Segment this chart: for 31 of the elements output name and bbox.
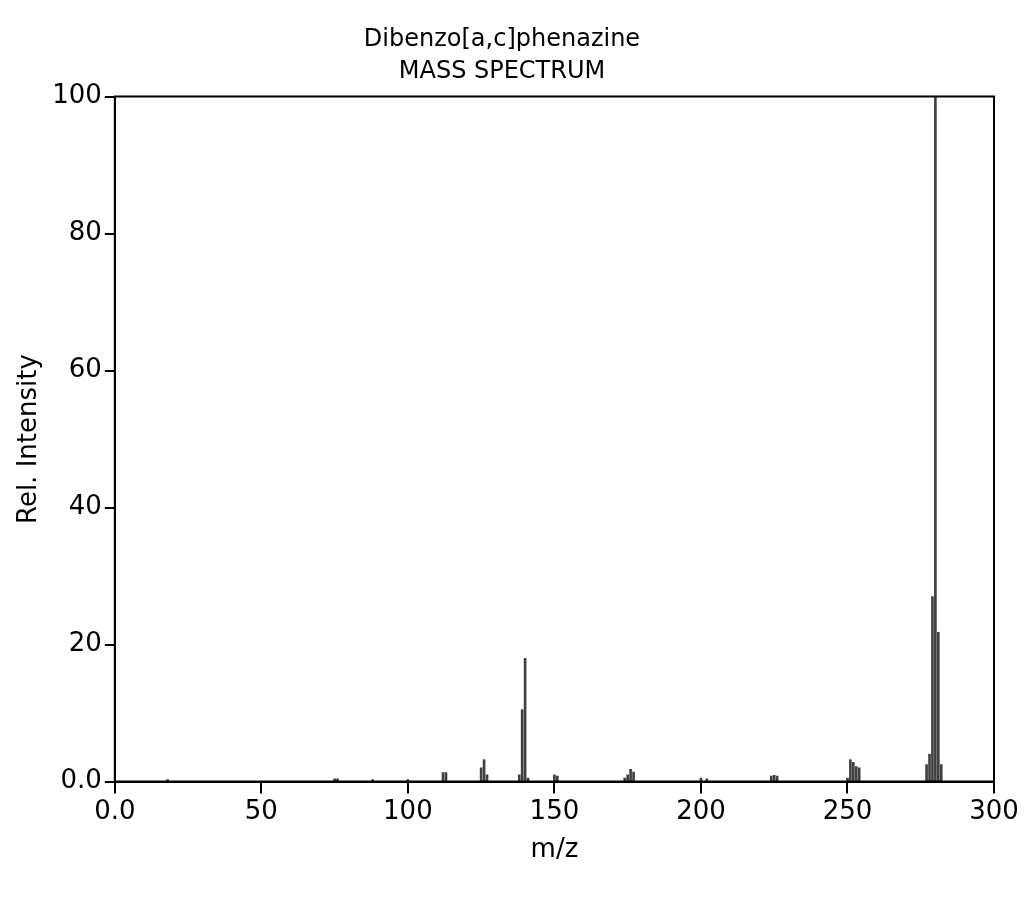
y-tick-label: 100	[52, 79, 102, 110]
bar	[705, 778, 709, 781]
bar	[333, 778, 336, 781]
x-tick-label: 300	[969, 794, 1019, 825]
x-tick-label: 0.0	[94, 794, 136, 825]
bar	[854, 766, 858, 781]
x-tick-label: 50	[244, 794, 278, 825]
y-tick-label: 80	[68, 216, 102, 247]
x-tick-label: 250	[822, 794, 873, 825]
bar	[857, 767, 861, 781]
chart-title: Dibenzo[a,c]phenazine	[363, 23, 641, 52]
x-tick-label: 150	[529, 794, 580, 825]
y-tick-label: 20	[68, 627, 102, 658]
bar	[336, 778, 339, 781]
bar	[769, 775, 773, 781]
bar	[632, 771, 635, 781]
chart-subtitle: MASS SPECTRUM	[398, 56, 606, 85]
y-tick-label: 60	[68, 353, 102, 384]
bar	[553, 774, 556, 781]
x-axis-title: m/z	[530, 833, 579, 864]
bar	[623, 777, 627, 781]
bar	[556, 775, 559, 781]
bar	[629, 768, 632, 781]
bar	[934, 96, 937, 781]
y-axis-title: Rel. Intensity	[12, 354, 43, 525]
bar	[849, 759, 852, 781]
x-tick-label: 200	[676, 794, 726, 825]
x-tick-label: 100	[383, 794, 433, 825]
y-tick-label: 0.0	[60, 764, 102, 795]
y-tick-label: 40	[68, 490, 102, 521]
bar	[852, 762, 855, 781]
